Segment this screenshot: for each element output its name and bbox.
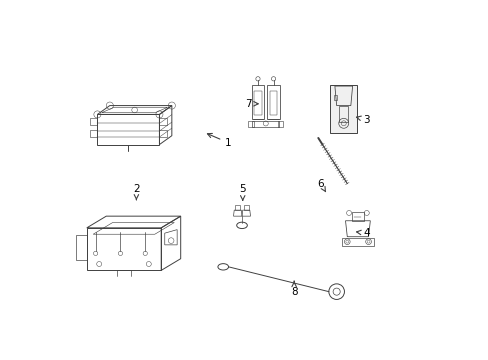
Text: 2: 2: [133, 184, 140, 199]
Text: 8: 8: [290, 281, 297, 297]
Text: 4: 4: [356, 228, 369, 238]
Text: 6: 6: [317, 179, 325, 192]
Text: 3: 3: [356, 115, 369, 125]
Text: 1: 1: [207, 134, 231, 148]
Bar: [330, 85, 356, 133]
Text: 7: 7: [244, 99, 258, 109]
Text: 5: 5: [239, 184, 245, 200]
